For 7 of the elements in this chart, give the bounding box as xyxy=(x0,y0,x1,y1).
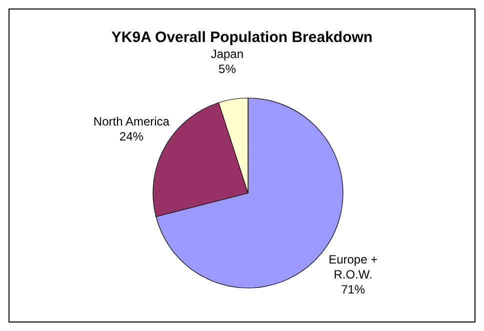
slice-label: Europe + R.O.W. xyxy=(328,252,378,282)
data-label: 24% xyxy=(119,129,144,144)
slice-label: Japan xyxy=(210,47,244,62)
chart-title: YK9A Overall Population Breakdown xyxy=(111,29,373,46)
data-label: 5% xyxy=(218,62,236,76)
data-label: 71% xyxy=(341,282,366,297)
slice-label: North America xyxy=(93,114,170,128)
